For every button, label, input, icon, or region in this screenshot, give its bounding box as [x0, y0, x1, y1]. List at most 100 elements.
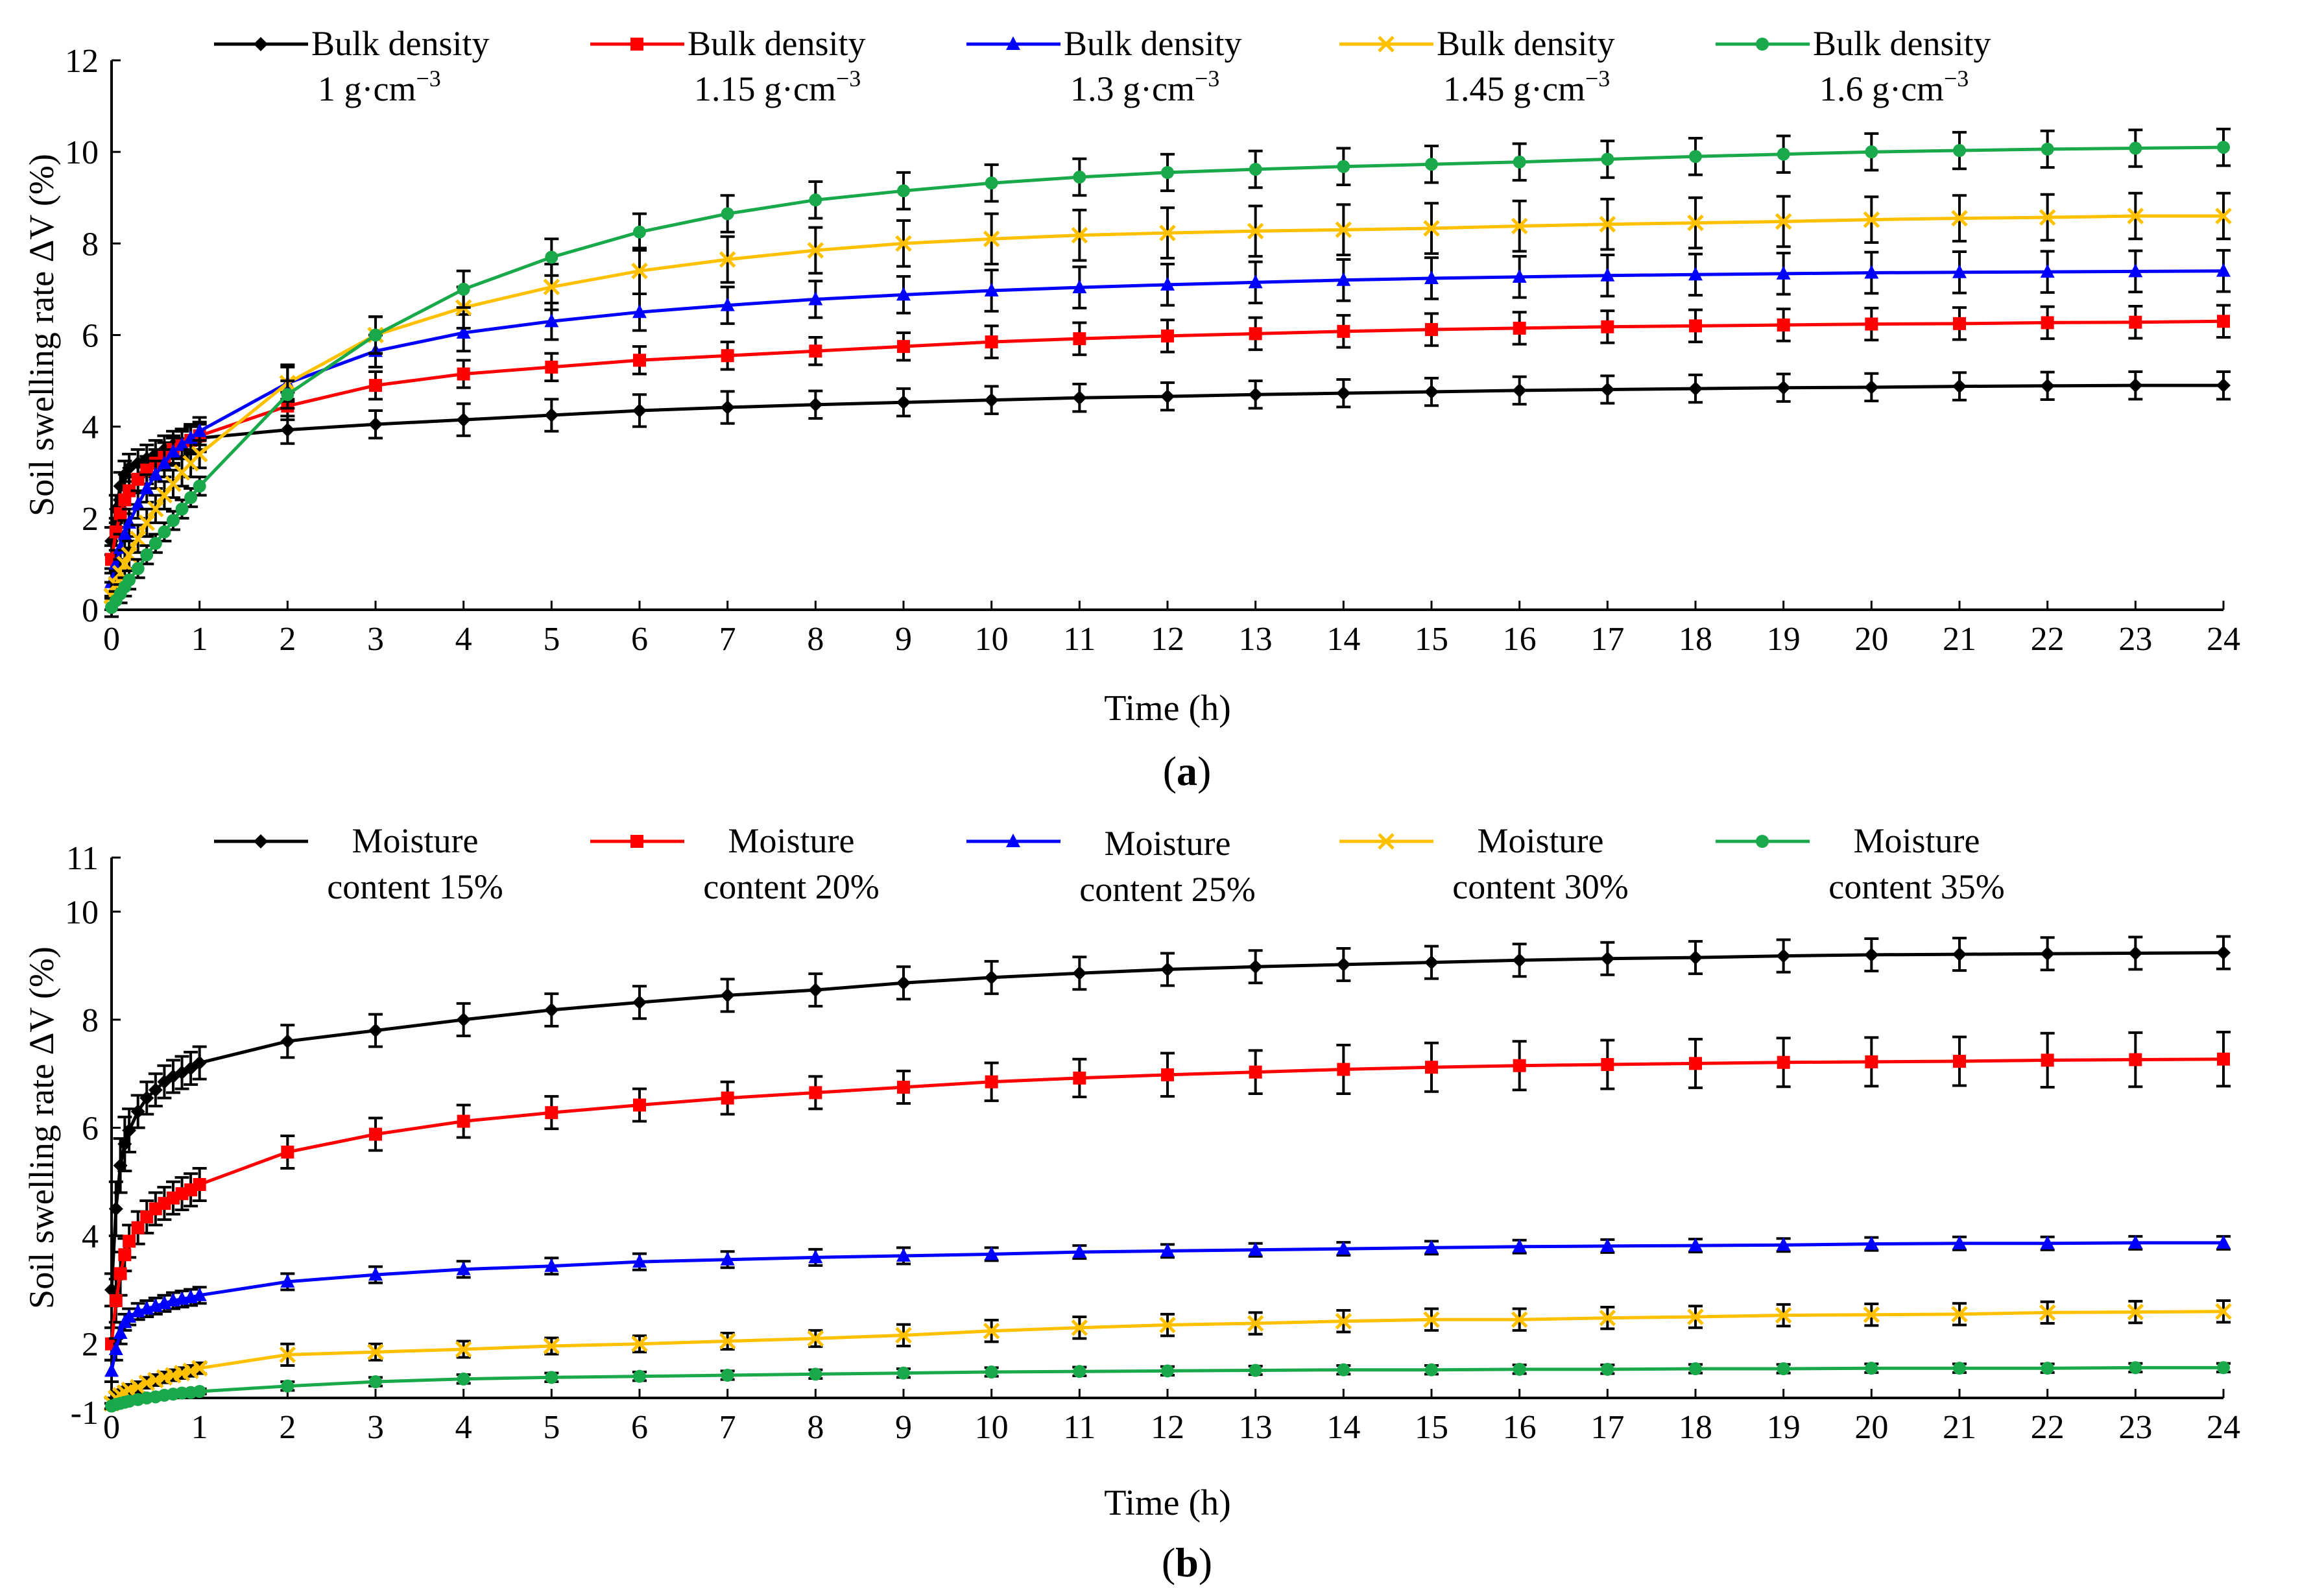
- series-0-3: [103, 191, 2232, 611]
- y-tick-label: 4: [82, 1218, 99, 1255]
- x-tick-label: 3: [367, 1409, 384, 1446]
- marker-1-2-35: [2216, 1234, 2231, 1249]
- chart-panel-a: 0 1 2 3 4 5 6 7 8 9 10 11 12 13 14 15 16 17 18 19 20 21 22 23 24…: [22, 24, 2240, 794]
- x-tick-label: 1: [191, 621, 208, 658]
- marker-0-4-30: [1777, 147, 1790, 161]
- x-tick-label: 2: [279, 621, 296, 658]
- marker-1-3-27: [1511, 1311, 1528, 1328]
- x-tick-label: 17: [1590, 621, 1624, 658]
- marker-0-3-legend: [1378, 36, 1395, 53]
- marker-0-0-29: [1688, 381, 1703, 396]
- marker-0-0-28: [1600, 382, 1615, 397]
- marker-0-2-10: [174, 437, 189, 451]
- marker-0-0-21: [984, 392, 999, 407]
- x-tick-label: 12: [1151, 1409, 1184, 1446]
- marker-0-0-34: [2128, 378, 2143, 393]
- marker-1-0-17: [632, 995, 647, 1010]
- marker-0-0-17: [632, 403, 647, 418]
- marker-1-2-25: [1336, 1241, 1351, 1255]
- marker-0-3-17: [631, 262, 648, 280]
- marker-1-1-27: [1513, 1059, 1526, 1072]
- series-0-1: [104, 304, 2231, 575]
- marker-0-2-23: [1160, 276, 1175, 291]
- marker-1-1-24: [1249, 1065, 1262, 1079]
- marker-1-4-19: [809, 1367, 822, 1381]
- y-tick-label: 2: [82, 501, 99, 538]
- panel-label: (a): [1163, 748, 1212, 794]
- marker-1-1-19: [809, 1086, 822, 1100]
- marker-0-4-17: [633, 225, 646, 239]
- legend-label-line2: 1.6 g·cm−3: [1819, 66, 1969, 108]
- marker-1-2-14: [368, 1267, 383, 1281]
- y-tick-label: -1: [71, 1395, 99, 1432]
- marker-1-2-12: [192, 1287, 207, 1301]
- marker-1-3-5: [129, 1378, 147, 1396]
- legend-label-line1: Moisture: [1105, 824, 1231, 863]
- marker-0-2-32: [1952, 264, 1967, 278]
- x-tick-label: 21: [1943, 1409, 1976, 1446]
- marker-0-0-20: [896, 395, 911, 410]
- marker-0-3-7: [147, 500, 164, 518]
- marker-1-3-25: [1335, 1312, 1352, 1330]
- marker-1-1-20: [897, 1081, 910, 1094]
- marker-1-4-27: [1513, 1362, 1526, 1376]
- marker-0-2-20: [896, 287, 911, 301]
- series-1-2: [104, 1234, 2231, 1384]
- marker-0-4-18: [721, 207, 734, 221]
- marker-1-1-legend: [630, 835, 643, 848]
- marker-0-2-35: [2216, 263, 2231, 277]
- marker-0-3-27: [1511, 217, 1528, 235]
- marker-1-3-20: [895, 1327, 912, 1344]
- marker-1-3-34: [2127, 1303, 2144, 1321]
- marker-0-4-9: [166, 514, 180, 527]
- legend-label-line2: 1.3 g·cm−3: [1070, 66, 1219, 108]
- marker-0-3-26: [1423, 220, 1440, 237]
- marker-0-0-31: [1864, 379, 1879, 394]
- marker-1-3-17: [631, 1335, 648, 1353]
- legend-label-line2: content 25%: [1079, 870, 1255, 909]
- marker-1-2-27: [1512, 1238, 1527, 1253]
- marker-1-3-35: [2215, 1303, 2232, 1320]
- y-axis-label: Soil swelling rate ΔV (%): [22, 946, 61, 1309]
- marker-0-4-26: [1425, 158, 1438, 171]
- marker-0-4-11: [184, 491, 198, 505]
- y-tick-label: 12: [65, 43, 99, 80]
- marker-1-3-23: [1159, 1316, 1176, 1334]
- marker-1-2-31: [1864, 1236, 1879, 1250]
- x-tick-label: 19: [1767, 1409, 1801, 1446]
- marker-1-0-12: [192, 1055, 207, 1070]
- marker-0-4-25: [1337, 160, 1350, 173]
- marker-0-1-22: [1073, 332, 1086, 346]
- legend-label-line1: Moisture: [728, 821, 855, 860]
- marker-0-2-7: [148, 466, 163, 481]
- x-tick-label: 18: [1679, 621, 1712, 658]
- marker-0-4-35: [2217, 141, 2230, 154]
- marker-1-4-28: [1601, 1362, 1614, 1376]
- x-tick-label: 11: [1063, 1409, 1096, 1446]
- marker-0-0-27: [1512, 383, 1527, 398]
- marker-0-2-17: [632, 304, 647, 319]
- marker-0-3-3: [116, 555, 134, 573]
- x-tick-label: 24: [2207, 621, 2240, 658]
- marker-1-2-32: [1952, 1235, 1967, 1249]
- marker-1-0-7: [148, 1083, 163, 1098]
- marker-1-4-20: [897, 1366, 910, 1380]
- marker-0-0-30: [1776, 380, 1791, 395]
- marker-0-0-23: [1160, 389, 1175, 404]
- x-axis-label: Time (h): [1104, 688, 1231, 728]
- marker-0-1-27: [1513, 321, 1526, 335]
- marker-1-3-21: [983, 1322, 1000, 1340]
- marker-1-1-13: [281, 1145, 294, 1159]
- marker-1-0-16: [544, 1002, 559, 1017]
- marker-1-0-13: [280, 1034, 295, 1049]
- marker-0-4-28: [1601, 152, 1614, 166]
- marker-1-2-2: [113, 1325, 128, 1340]
- x-tick-label: 18: [1679, 1409, 1712, 1446]
- marker-0-1-4: [123, 484, 136, 498]
- marker-0-3-8: [156, 487, 173, 504]
- marker-1-2-1: [108, 1341, 123, 1356]
- marker-0-0-26: [1424, 385, 1439, 400]
- marker-0-2-legend: [1006, 36, 1020, 50]
- marker-1-0-6: [139, 1090, 154, 1105]
